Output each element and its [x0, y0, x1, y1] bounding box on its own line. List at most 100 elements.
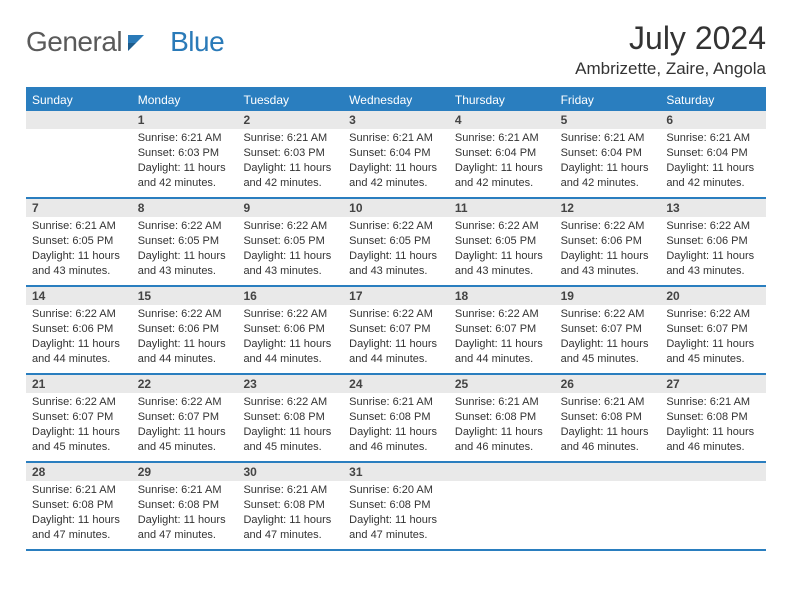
sunrise-text: Sunrise: 6:22 AM — [666, 307, 760, 322]
day-details: Sunrise: 6:21 AMSunset: 6:08 PMDaylight:… — [660, 393, 766, 460]
sunset-text: Sunset: 6:08 PM — [243, 498, 337, 513]
day-details: Sunrise: 6:22 AMSunset: 6:06 PMDaylight:… — [132, 305, 238, 372]
daylight1-text: Daylight: 11 hours — [455, 249, 549, 264]
daylight2-text: and 45 minutes. — [666, 352, 760, 367]
day-cell: 22Sunrise: 6:22 AMSunset: 6:07 PMDayligh… — [132, 375, 238, 461]
daylight2-text: and 47 minutes. — [138, 528, 232, 543]
month-title: July 2024 — [575, 20, 766, 57]
daylight2-text: and 43 minutes. — [561, 264, 655, 279]
daylight2-text: and 46 minutes. — [666, 440, 760, 455]
day-cell: 27Sunrise: 6:21 AMSunset: 6:08 PMDayligh… — [660, 375, 766, 461]
day-number: 28 — [26, 463, 132, 481]
day-cell: 8Sunrise: 6:22 AMSunset: 6:05 PMDaylight… — [132, 199, 238, 285]
day-cell: 9Sunrise: 6:22 AMSunset: 6:05 PMDaylight… — [237, 199, 343, 285]
sunrise-text: Sunrise: 6:22 AM — [243, 395, 337, 410]
day-details: Sunrise: 6:21 AMSunset: 6:04 PMDaylight:… — [343, 129, 449, 196]
sunrise-text: Sunrise: 6:22 AM — [138, 307, 232, 322]
day-number: 12 — [555, 199, 661, 217]
sunset-text: Sunset: 6:08 PM — [349, 498, 443, 513]
day-number: 8 — [132, 199, 238, 217]
day-number: 7 — [26, 199, 132, 217]
sunset-text: Sunset: 6:07 PM — [349, 322, 443, 337]
day-details — [660, 481, 766, 489]
sunset-text: Sunset: 6:07 PM — [666, 322, 760, 337]
sunrise-text: Sunrise: 6:22 AM — [138, 219, 232, 234]
daylight2-text: and 42 minutes. — [455, 176, 549, 191]
sunrise-text: Sunrise: 6:21 AM — [666, 395, 760, 410]
daylight2-text: and 47 minutes. — [32, 528, 126, 543]
daylight1-text: Daylight: 11 hours — [138, 337, 232, 352]
sunset-text: Sunset: 6:08 PM — [561, 410, 655, 425]
day-details — [555, 481, 661, 489]
day-number — [555, 463, 661, 481]
logo-word-general: General — [26, 26, 122, 58]
day-cell: 17Sunrise: 6:22 AMSunset: 6:07 PMDayligh… — [343, 287, 449, 373]
sunset-text: Sunset: 6:04 PM — [666, 146, 760, 161]
calendar: Sunday Monday Tuesday Wednesday Thursday… — [26, 87, 766, 551]
day-number — [660, 463, 766, 481]
daylight2-text: and 43 minutes. — [32, 264, 126, 279]
daylight1-text: Daylight: 11 hours — [243, 425, 337, 440]
day-number: 14 — [26, 287, 132, 305]
day-cell: 6Sunrise: 6:21 AMSunset: 6:04 PMDaylight… — [660, 111, 766, 197]
week-row: 7Sunrise: 6:21 AMSunset: 6:05 PMDaylight… — [26, 199, 766, 287]
sunset-text: Sunset: 6:07 PM — [561, 322, 655, 337]
sunrise-text: Sunrise: 6:22 AM — [243, 307, 337, 322]
sunset-text: Sunset: 6:08 PM — [138, 498, 232, 513]
day-number: 5 — [555, 111, 661, 129]
daylight1-text: Daylight: 11 hours — [561, 161, 655, 176]
day-cell: 20Sunrise: 6:22 AMSunset: 6:07 PMDayligh… — [660, 287, 766, 373]
sunset-text: Sunset: 6:05 PM — [138, 234, 232, 249]
day-cell: 23 Sunrise: 6:22 AMSunset: 6:08 PMDayligh… — [237, 375, 343, 461]
daylight1-text: Daylight: 11 hours — [243, 513, 337, 528]
sunrise-text: Sunrise: 6:21 AM — [138, 483, 232, 498]
daylight1-text: Daylight: 11 hours — [666, 249, 760, 264]
day-details: Sunrise: 6:21 AMSunset: 6:08 PMDaylight:… — [237, 481, 343, 548]
day-number: 10 — [343, 199, 449, 217]
day-cell — [660, 463, 766, 549]
day-details: Sunrise: 6:21 AMSunset: 6:08 PMDaylight:… — [555, 393, 661, 460]
day-cell: 29Sunrise: 6:21 AMSunset: 6:08 PMDayligh… — [132, 463, 238, 549]
weekday-header: Sunday — [26, 89, 132, 111]
sunrise-text: Sunrise: 6:21 AM — [138, 131, 232, 146]
day-details: Sunrise: 6:22 AMSunset: 6:07 PMDaylight:… — [343, 305, 449, 372]
day-number — [449, 463, 555, 481]
sunset-text: Sunset: 6:08 PM — [243, 410, 337, 425]
daylight1-text: Daylight: 11 hours — [138, 425, 232, 440]
sunset-text: Sunset: 6:05 PM — [32, 234, 126, 249]
day-cell: 24Sunrise: 6:21 AMSunset: 6:08 PMDayligh… — [343, 375, 449, 461]
sunrise-text: Sunrise: 6:21 AM — [561, 395, 655, 410]
day-cell — [26, 111, 132, 197]
day-number: 22 — [132, 375, 238, 393]
daylight1-text: Daylight: 11 hours — [138, 513, 232, 528]
weekday-header: Friday — [555, 89, 661, 111]
day-details — [26, 129, 132, 137]
day-details: Sunrise: 6:22 AMSunset: 6:05 PMDaylight:… — [449, 217, 555, 284]
day-cell — [555, 463, 661, 549]
daylight1-text: Daylight: 11 hours — [243, 337, 337, 352]
daylight1-text: Daylight: 11 hours — [561, 249, 655, 264]
daylight1-text: Daylight: 11 hours — [32, 425, 126, 440]
weekday-header: Monday — [132, 89, 238, 111]
sunrise-text: Sunrise: 6:22 AM — [349, 219, 443, 234]
sunrise-text: Sunrise: 6:21 AM — [666, 131, 760, 146]
week-row: 14Sunrise: 6:22 AMSunset: 6:06 PMDayligh… — [26, 287, 766, 375]
daylight1-text: Daylight: 11 hours — [349, 425, 443, 440]
day-details: Sunrise: 6:22 AMSunset: 6:05 PMDaylight:… — [237, 217, 343, 284]
weekday-header-row: Sunday Monday Tuesday Wednesday Thursday… — [26, 87, 766, 111]
day-number: 24 — [343, 375, 449, 393]
day-number: 25 — [449, 375, 555, 393]
daylight2-text: and 42 minutes. — [349, 176, 443, 191]
day-cell: 19Sunrise: 6:22 AMSunset: 6:07 PMDayligh… — [555, 287, 661, 373]
sunset-text: Sunset: 6:04 PM — [349, 146, 443, 161]
day-number: 20 — [660, 287, 766, 305]
sunset-text: Sunset: 6:05 PM — [349, 234, 443, 249]
day-cell: 28Sunrise: 6:21 AMSunset: 6:08 PMDayligh… — [26, 463, 132, 549]
day-number — [26, 111, 132, 129]
daylight2-text: and 45 minutes. — [138, 440, 232, 455]
day-number: 23 — [237, 375, 343, 393]
daylight2-text: and 47 minutes. — [243, 528, 337, 543]
day-cell — [449, 463, 555, 549]
daylight2-text: and 42 minutes. — [561, 176, 655, 191]
day-cell: 2Sunrise: 6:21 AMSunset: 6:03 PMDaylight… — [237, 111, 343, 197]
